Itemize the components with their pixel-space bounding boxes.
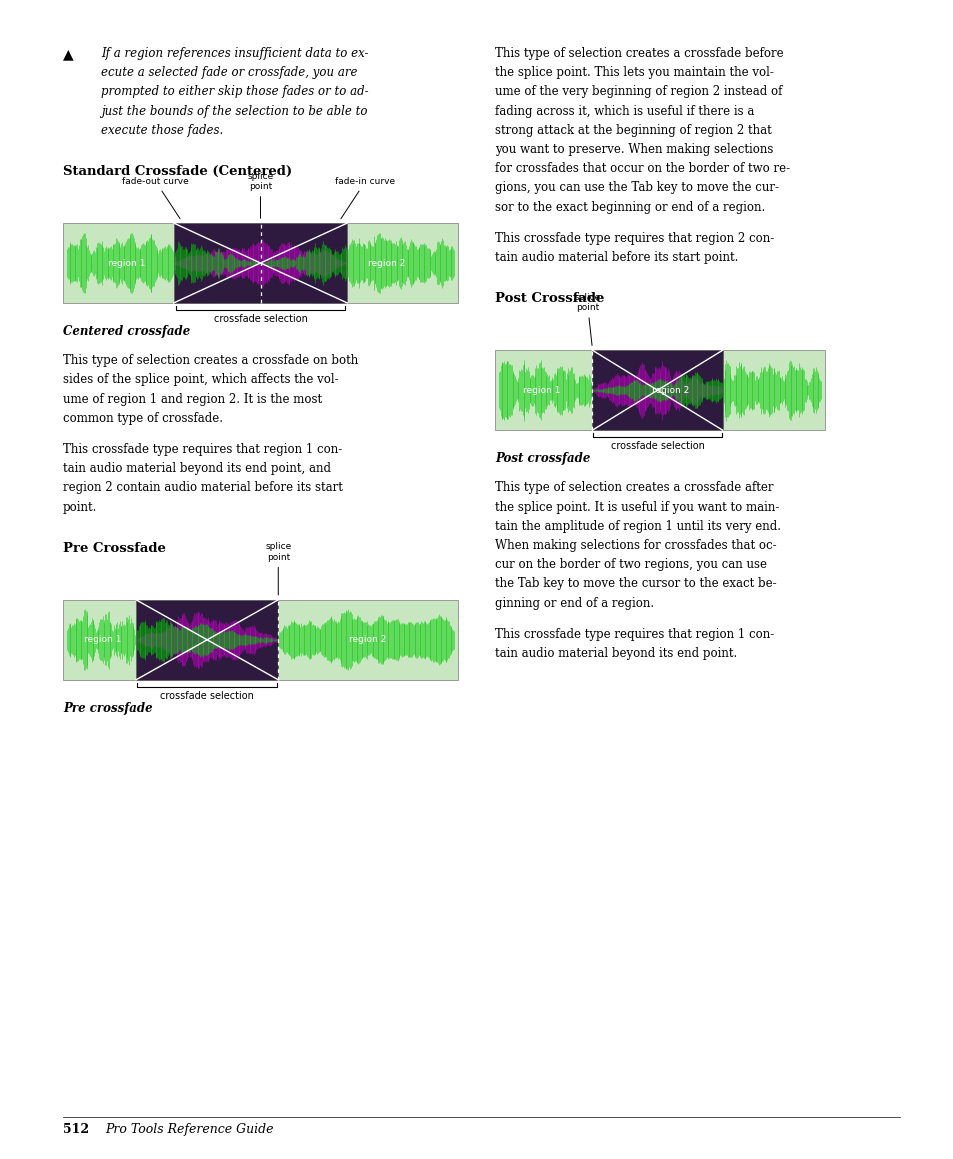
- Text: When making selections for crossfades that oc-: When making selections for crossfades th…: [495, 539, 776, 552]
- Text: point.: point.: [63, 501, 97, 513]
- Text: This crossfade type requires that region 2 con-: This crossfade type requires that region…: [495, 232, 774, 245]
- Text: splice
point: splice point: [247, 172, 274, 218]
- Text: 512: 512: [63, 1123, 89, 1136]
- Text: cur on the border of two regions, you can use: cur on the border of two regions, you ca…: [495, 559, 766, 571]
- Bar: [592, 350, 824, 430]
- Text: region 1: region 1: [84, 635, 121, 644]
- Text: crossfade selection: crossfade selection: [610, 442, 703, 451]
- Text: tain audio material before its start point.: tain audio material before its start poi…: [495, 252, 738, 264]
- Text: ecute a selected fade or crossfade, you are: ecute a selected fade or crossfade, you …: [101, 66, 357, 79]
- Text: region 2: region 2: [651, 386, 688, 395]
- Text: fading across it, which is useful if there is a: fading across it, which is useful if the…: [495, 104, 754, 117]
- Text: tain the amplitude of region 1 until its very end.: tain the amplitude of region 1 until its…: [495, 519, 781, 533]
- Text: splice
point: splice point: [265, 542, 291, 595]
- Text: Pre crossfade: Pre crossfade: [63, 702, 152, 715]
- Text: Centered crossfade: Centered crossfade: [63, 325, 190, 338]
- Text: Pro Tools Reference Guide: Pro Tools Reference Guide: [105, 1123, 274, 1136]
- Text: gions, you can use the Tab key to move the cur-: gions, you can use the Tab key to move t…: [495, 182, 779, 195]
- Text: region 2: region 2: [348, 635, 385, 644]
- Text: region 1: region 1: [522, 386, 559, 395]
- Text: Post Crossfade: Post Crossfade: [495, 292, 604, 305]
- Text: ginning or end of a region.: ginning or end of a region.: [495, 597, 654, 610]
- Text: This type of selection creates a crossfade after: This type of selection creates a crossfa…: [495, 481, 773, 495]
- Bar: [136, 600, 278, 680]
- Text: If a region references insufficient data to ex-: If a region references insufficient data…: [101, 48, 368, 60]
- Text: Standard Crossfade (Centered): Standard Crossfade (Centered): [63, 165, 292, 178]
- Bar: [63, 223, 209, 302]
- Text: sides of the splice point, which affects the vol-: sides of the splice point, which affects…: [63, 373, 338, 386]
- Text: prompted to either skip those fades or to ad-: prompted to either skip those fades or t…: [101, 86, 368, 99]
- Text: tain audio material beyond its end point.: tain audio material beyond its end point…: [495, 647, 737, 659]
- Text: region 2: region 2: [368, 258, 405, 268]
- Text: ume of region 1 and region 2. It is the most: ume of region 1 and region 2. It is the …: [63, 393, 322, 406]
- Text: the splice point. This lets you maintain the vol-: the splice point. This lets you maintain…: [495, 66, 773, 79]
- Text: ume of the very beginning of region 2 instead of: ume of the very beginning of region 2 in…: [495, 86, 781, 99]
- Text: strong attack at the beginning of region 2 that: strong attack at the beginning of region…: [495, 124, 771, 137]
- Text: This crossfade type requires that region 1 con-: This crossfade type requires that region…: [495, 628, 774, 641]
- Text: for crossfades that occur on the border of two re-: for crossfades that occur on the border …: [495, 162, 789, 175]
- Text: the Tab key to move the cursor to the exact be-: the Tab key to move the cursor to the ex…: [495, 577, 776, 590]
- Bar: [63, 600, 308, 680]
- Text: Pre Crossfade: Pre Crossfade: [63, 541, 166, 555]
- Text: This type of selection creates a crossfade before: This type of selection creates a crossfa…: [495, 48, 782, 60]
- Text: Post crossfade: Post crossfade: [495, 452, 590, 465]
- Bar: [592, 350, 722, 430]
- Bar: [278, 600, 457, 680]
- Text: This crossfade type requires that region 1 con-: This crossfade type requires that region…: [63, 443, 342, 455]
- Text: crossfade selection: crossfade selection: [213, 314, 307, 325]
- Text: sor to the exact beginning or end of a region.: sor to the exact beginning or end of a r…: [495, 201, 764, 213]
- Text: you want to preserve. When making selections: you want to preserve. When making select…: [495, 143, 773, 156]
- Text: splice
point: splice point: [574, 293, 599, 345]
- Text: region 1: region 1: [108, 258, 145, 268]
- Bar: [312, 223, 457, 302]
- Text: fade-out curve: fade-out curve: [122, 177, 189, 219]
- Text: ▲: ▲: [63, 48, 73, 61]
- Text: just the bounds of the selection to be able to: just the bounds of the selection to be a…: [101, 104, 367, 117]
- Text: crossfade selection: crossfade selection: [160, 691, 253, 701]
- Bar: [173, 223, 347, 302]
- Text: This type of selection creates a crossfade on both: This type of selection creates a crossfa…: [63, 355, 358, 367]
- Text: tain audio material beyond its end point, and: tain audio material beyond its end point…: [63, 462, 331, 475]
- Text: fade-in curve: fade-in curve: [335, 177, 395, 219]
- Text: common type of crossfade.: common type of crossfade.: [63, 411, 223, 425]
- Text: the splice point. It is useful if you want to main-: the splice point. It is useful if you wa…: [495, 501, 779, 513]
- Bar: [495, 350, 593, 430]
- Text: region 2 contain audio material before its start: region 2 contain audio material before i…: [63, 481, 342, 495]
- Text: execute those fades.: execute those fades.: [101, 124, 223, 137]
